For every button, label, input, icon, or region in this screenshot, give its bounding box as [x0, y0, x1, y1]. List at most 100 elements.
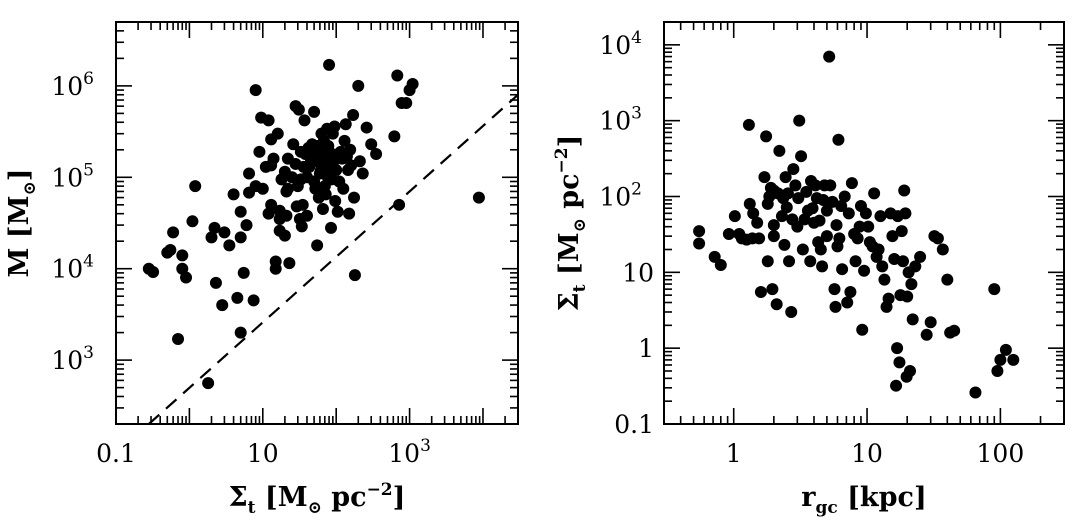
data-point	[1007, 353, 1020, 366]
y-axis-label-sun-symbol: ⊙	[570, 218, 590, 232]
data-point	[360, 121, 373, 134]
y-tick-label: 106	[51, 69, 94, 101]
data-point	[999, 343, 1012, 356]
data-point	[876, 260, 889, 273]
data-point	[882, 292, 895, 305]
data-point	[895, 225, 908, 238]
x-axis-label-unit: pc	[322, 482, 367, 513]
y-tick-label: 10	[622, 258, 654, 287]
plot-frame	[663, 21, 1065, 425]
y-tick-label-exponent: 4	[83, 252, 94, 272]
axis-ticks	[663, 21, 1065, 425]
data-point	[775, 210, 788, 223]
data-point	[886, 230, 899, 243]
data-point	[240, 219, 253, 232]
y-tick-label: 104	[51, 252, 94, 284]
data-point	[280, 209, 293, 222]
data-point	[281, 182, 294, 195]
data-point	[747, 207, 760, 220]
data-point	[189, 180, 202, 193]
data-point	[234, 231, 247, 244]
x-tick-label: 1	[726, 439, 742, 468]
data-point	[780, 201, 793, 214]
data-point	[325, 221, 338, 234]
y-tick-label: 1	[638, 334, 654, 363]
data-point	[693, 237, 706, 250]
x-tick-label: 10	[851, 439, 883, 468]
data-point	[800, 185, 813, 198]
x-tick-label-exponent: 3	[420, 436, 431, 456]
x-axis-label-symbol: Σ	[229, 482, 248, 513]
data-point	[941, 273, 954, 286]
data-point	[348, 269, 361, 282]
data-point	[991, 364, 1004, 377]
data-point	[406, 77, 419, 90]
y-tick-label: 105	[51, 160, 94, 192]
data-point	[909, 260, 922, 273]
data-point	[234, 205, 247, 218]
data-point	[278, 229, 291, 242]
data-point	[914, 250, 927, 263]
x-tick-label: 100	[977, 439, 1025, 468]
data-point	[829, 300, 842, 313]
data-point	[172, 333, 185, 346]
data-point	[237, 266, 250, 279]
data-point	[400, 96, 413, 109]
y-tick-label-exponent: 4	[631, 28, 642, 48]
data-point	[878, 273, 891, 286]
x-tick-label: 0.1	[96, 439, 136, 468]
data-point	[344, 143, 357, 156]
data-point	[391, 69, 404, 82]
data-point	[347, 109, 360, 122]
data-point	[743, 197, 756, 210]
data-point	[868, 187, 881, 200]
data-point	[874, 210, 887, 223]
y-axis-label-unit: [M	[554, 232, 585, 284]
data-point	[202, 377, 215, 390]
data-point	[296, 198, 309, 211]
data-point	[754, 286, 767, 299]
data-point	[833, 232, 846, 245]
data-point	[319, 188, 332, 201]
data-point	[816, 260, 829, 273]
data-point	[773, 144, 786, 157]
data-point	[308, 105, 321, 118]
data-point	[370, 147, 383, 160]
data-point	[920, 328, 933, 341]
data-point	[896, 255, 909, 268]
data-point	[323, 58, 336, 71]
data-point	[167, 226, 180, 239]
data-point	[924, 316, 937, 329]
data-point	[814, 243, 827, 256]
data-points	[693, 50, 1020, 399]
data-point	[820, 230, 833, 243]
data-point	[343, 207, 356, 220]
data-point	[795, 150, 808, 163]
y-tick-label-exponent: 3	[631, 104, 642, 124]
data-point	[836, 263, 849, 276]
data-point	[722, 228, 735, 241]
data-point	[767, 230, 780, 243]
data-point	[311, 239, 324, 252]
y-axis-label-symbol: M [M	[4, 196, 35, 278]
data-point	[472, 191, 485, 204]
data-point	[901, 290, 914, 303]
data-point	[856, 323, 869, 336]
y-axis-label: M [M⊙]	[4, 169, 40, 278]
data-point	[760, 130, 773, 143]
data-point	[823, 50, 836, 63]
data-point	[832, 133, 845, 146]
data-point	[176, 249, 189, 262]
y-tick-label-exponent: 5	[83, 160, 94, 180]
data-point	[295, 220, 308, 233]
y-tick-label: 102	[599, 179, 642, 211]
data-point	[841, 296, 854, 309]
data-point	[824, 179, 837, 192]
data-point	[793, 114, 806, 127]
y-axis-label-sun-symbol: ⊙	[20, 181, 40, 195]
data-point	[216, 299, 229, 312]
data-point	[853, 220, 866, 233]
y-tick-label: 0.1	[614, 410, 654, 439]
